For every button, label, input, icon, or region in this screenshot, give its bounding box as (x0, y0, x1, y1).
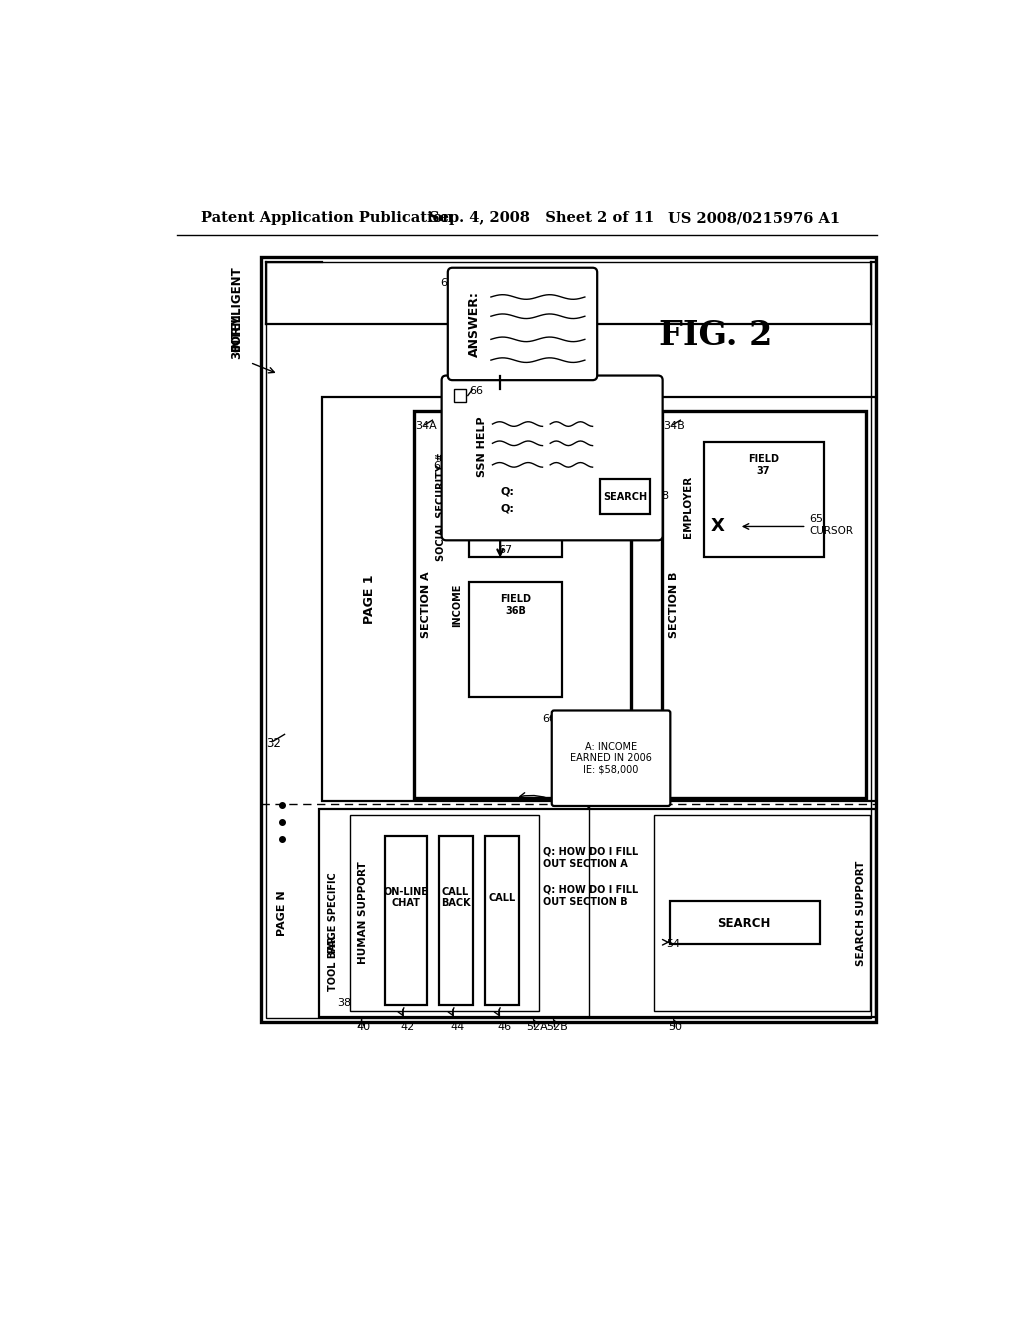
Text: SSN HELP: SSN HELP (477, 417, 486, 478)
Bar (670, 902, 819, 944)
Text: 65: 65 (810, 513, 823, 524)
FancyBboxPatch shape (441, 376, 663, 540)
FancyBboxPatch shape (447, 268, 597, 380)
Text: SEARCH SUPPORT: SEARCH SUPPORT (855, 861, 865, 966)
Text: CURSOR: CURSOR (810, 527, 854, 536)
Bar (654, 816, 869, 1011)
Text: CALL
BACK: CALL BACK (440, 887, 470, 908)
Text: 30: 30 (230, 343, 244, 359)
Bar (484, 836, 519, 1006)
Bar (322, 397, 876, 801)
Text: 36B: 36B (505, 606, 526, 616)
Bar (350, 816, 539, 1011)
Text: FIELD: FIELD (500, 454, 531, 463)
Text: EMPLOYER: EMPLOYER (683, 475, 693, 537)
Bar (600, 479, 650, 515)
Text: 50: 50 (668, 1022, 682, 1032)
Text: CALL: CALL (488, 892, 515, 903)
Text: 66: 66 (469, 385, 483, 396)
Text: 34B: 34B (664, 421, 685, 432)
Text: 68: 68 (655, 491, 670, 500)
Text: 62: 62 (433, 462, 447, 471)
Text: 60: 60 (543, 714, 556, 723)
Text: 52A: 52A (526, 1022, 548, 1032)
Text: X: X (711, 517, 724, 536)
Text: Q:: Q: (500, 504, 514, 513)
Text: Q: HOW DO I FILL: Q: HOW DO I FILL (543, 884, 638, 895)
Text: 32: 32 (266, 737, 281, 750)
Text: FIG. 2: FIG. 2 (659, 319, 772, 352)
Bar (705, 442, 823, 557)
Text: PAGE 1: PAGE 1 (362, 574, 376, 623)
Text: 37: 37 (757, 466, 770, 477)
Text: 54: 54 (667, 939, 681, 949)
Text: 34A: 34A (416, 421, 437, 432)
Text: 52B: 52B (547, 1022, 568, 1032)
Text: US 2008/0215976 A1: US 2008/0215976 A1 (668, 211, 840, 226)
Bar (385, 836, 427, 1006)
Bar (438, 836, 473, 1006)
Text: SEARCH: SEARCH (603, 492, 648, 502)
Text: 42: 42 (400, 1022, 415, 1032)
Text: FIELD: FIELD (748, 454, 779, 463)
Text: ON-LINE
CHAT: ON-LINE CHAT (383, 887, 428, 908)
Text: 38: 38 (337, 998, 351, 1008)
Bar (469, 442, 562, 557)
Bar (469, 582, 562, 697)
Text: TOOL BAR: TOOL BAR (328, 936, 338, 991)
Text: OUT SECTION B: OUT SECTION B (543, 898, 627, 907)
Text: SECTION A: SECTION A (421, 572, 431, 639)
Text: 36A: 36A (505, 466, 526, 477)
Bar (454, 389, 466, 401)
Text: INTELLIGENT: INTELLIGENT (230, 265, 244, 351)
Text: SECTION B: SECTION B (669, 572, 679, 638)
Text: 64: 64 (440, 279, 455, 288)
Text: Q:: Q: (500, 486, 514, 496)
Text: SOCIAL SECURITY #: SOCIAL SECURITY # (436, 453, 445, 561)
Text: Q: HOW DO I FILL: Q: HOW DO I FILL (543, 846, 638, 857)
Bar (414, 411, 631, 797)
Text: 44: 44 (451, 1022, 465, 1032)
Text: PAGE N: PAGE N (278, 890, 288, 936)
Text: SEARCH: SEARCH (718, 916, 771, 929)
Text: INCOME: INCOME (452, 583, 462, 627)
FancyBboxPatch shape (552, 710, 671, 807)
Bar (266, 261, 871, 1018)
Text: Patent Application Publication: Patent Application Publication (202, 211, 454, 226)
Text: HUMAN SUPPORT: HUMAN SUPPORT (358, 862, 368, 965)
Bar (261, 257, 876, 1022)
Text: OUT SECTION A: OUT SECTION A (543, 859, 628, 869)
Text: 40: 40 (356, 1022, 371, 1032)
Text: PAGE SPECIFIC: PAGE SPECIFIC (328, 873, 338, 953)
Text: Sep. 4, 2008   Sheet 2 of 11: Sep. 4, 2008 Sheet 2 of 11 (429, 211, 654, 226)
Bar (662, 411, 866, 797)
Text: 67: 67 (499, 545, 513, 554)
Text: ANSWER:: ANSWER: (468, 290, 481, 356)
Text: 46: 46 (497, 1022, 511, 1032)
Bar (319, 809, 876, 1016)
Text: FIELD: FIELD (500, 594, 531, 603)
Text: FORM: FORM (230, 313, 244, 351)
Text: A: INCOME
EARNED IN 2006
IE: $58,000: A: INCOME EARNED IN 2006 IE: $58,000 (570, 742, 652, 775)
